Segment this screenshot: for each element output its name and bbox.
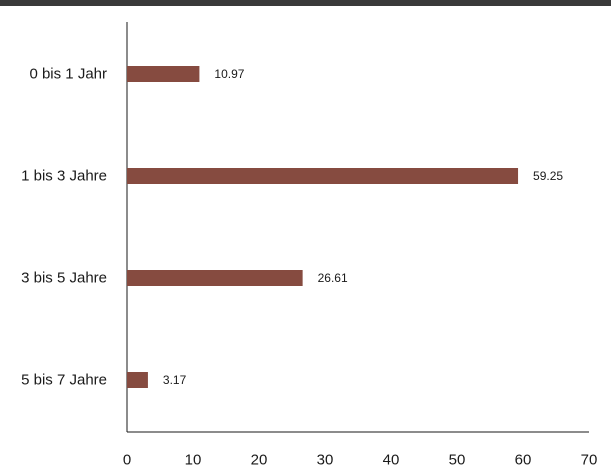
bar-4 <box>127 372 148 388</box>
bar-1 <box>127 66 200 82</box>
x-tick-labels: 0 10 20 30 40 50 60 70 <box>123 452 598 469</box>
category-label-3: 3 bis 5 Jahre <box>21 270 107 287</box>
category-label-4: 5 bis 7 Jahre <box>21 372 107 389</box>
x-tick-label-20: 20 <box>251 452 268 469</box>
value-label-3: 26.61 <box>318 271 348 285</box>
x-tick-label-30: 30 <box>317 452 334 469</box>
value-label-2: 59.25 <box>533 169 563 183</box>
x-tick-label-10: 10 <box>185 452 202 469</box>
value-label-4: 3.17 <box>163 373 187 387</box>
x-tick-label-40: 40 <box>383 452 400 469</box>
category-label-1: 0 bis 1 Jahr <box>29 66 107 83</box>
value-label-1: 10.97 <box>214 67 244 81</box>
bars-group <box>127 66 519 388</box>
x-tick-label-0: 0 <box>123 452 131 469</box>
x-tick-label-70: 70 <box>581 452 598 469</box>
x-tick-label-50: 50 <box>449 452 466 469</box>
top-border <box>0 0 611 6</box>
bar-2 <box>127 168 519 184</box>
x-tick-label-60: 60 <box>515 452 532 469</box>
category-label-2: 1 bis 3 Jahre <box>21 168 107 185</box>
category-labels: 0 bis 1 Jahr 1 bis 3 Jahre 3 bis 5 Jahre 5 … <box>21 66 107 389</box>
value-labels: 10.97 59.25 26.61 3.17 <box>163 67 563 387</box>
bar-3 <box>127 270 303 286</box>
